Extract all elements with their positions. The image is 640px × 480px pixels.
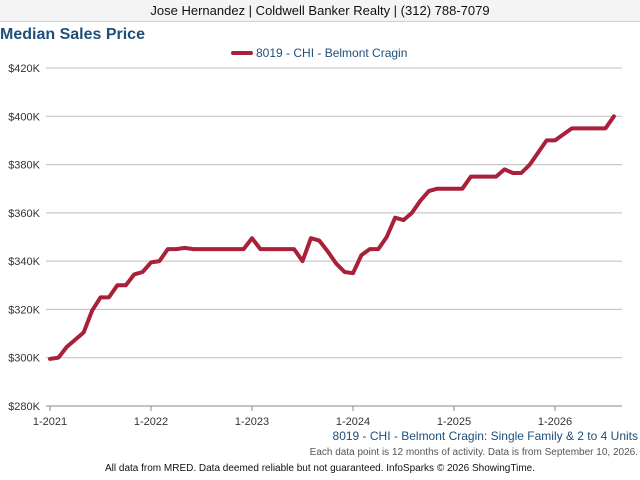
page-title: Median Sales Price — [0, 26, 145, 43]
x-tick-label: 1-2024 — [336, 416, 370, 428]
data-point — [411, 212, 413, 214]
data-point — [486, 175, 489, 178]
data-point — [225, 248, 228, 250]
x-tick-label: 1-2026 — [538, 416, 572, 428]
data-point — [360, 254, 363, 256]
legend-label: 8019 - CHI - Belmont Cragin — [256, 46, 407, 60]
data-point — [49, 358, 51, 360]
x-tick-label: 1-2022 — [134, 416, 168, 428]
data-point — [301, 260, 304, 262]
data-point — [200, 248, 203, 250]
data-point — [74, 338, 77, 341]
y-tick-label: $380K — [8, 160, 40, 172]
data-point — [268, 248, 270, 250]
median-price-chart: $280K $300K $320K $340K $360K $380K $400K $420K… — [8, 46, 638, 458]
data-point — [352, 272, 354, 275]
data-point — [470, 175, 472, 178]
data-point — [99, 296, 102, 299]
data-point — [82, 331, 85, 334]
data-point — [284, 248, 287, 250]
data-point — [124, 284, 127, 287]
data-point — [394, 216, 396, 219]
data-point — [377, 248, 380, 250]
data-point — [91, 309, 93, 312]
x-tick-label: 1-2025 — [437, 416, 471, 428]
data-point — [579, 127, 582, 130]
y-tick-label: $280K — [8, 401, 40, 413]
y-tick-label: $320K — [8, 304, 40, 316]
data-point — [402, 219, 405, 221]
data-point — [520, 172, 523, 174]
data-point — [326, 250, 329, 253]
data-point — [587, 127, 590, 130]
data-point — [175, 248, 178, 250]
data-point — [141, 271, 144, 273]
data-point — [537, 151, 539, 154]
data-point — [478, 175, 481, 178]
data-point — [57, 356, 60, 359]
series-layer — [48, 114, 616, 361]
data-point — [259, 248, 262, 250]
data-point — [66, 346, 68, 348]
x-axis-ticks: 1-2021 1-2022 1-2023 1-2024 1-2025 1-2026 — [33, 406, 572, 428]
data-point — [545, 139, 548, 142]
data-point — [613, 115, 615, 118]
data-point — [183, 247, 186, 249]
data-point — [167, 248, 169, 250]
data-point — [343, 271, 346, 273]
data-point — [242, 248, 245, 250]
data-point — [369, 248, 371, 250]
data-point — [444, 187, 447, 190]
data-point — [150, 261, 152, 264]
data-point — [335, 262, 337, 265]
data-point — [495, 175, 497, 178]
data-point — [217, 248, 220, 250]
data-point — [116, 284, 119, 287]
y-axis-ticks: $280K $300K $320K $340K $360K $380K $400K $420K — [8, 63, 40, 413]
data-point — [385, 236, 388, 238]
data-point — [554, 139, 556, 142]
agent-header: Jose Hernandez | Coldwell Banker Realty … — [0, 0, 640, 22]
data-point — [604, 127, 607, 130]
data-point — [293, 248, 295, 250]
data-point — [571, 127, 573, 130]
y-tick-label: $400K — [8, 111, 40, 123]
data-point — [436, 187, 438, 190]
y-tick-label: $300K — [8, 353, 40, 365]
disclaimer: All data from MRED. Data deemed reliable… — [104, 463, 535, 474]
data-point — [596, 127, 598, 130]
data-point — [419, 199, 422, 202]
agent-contact-line: Jose Hernandez | Coldwell Banker Realty … — [150, 3, 490, 18]
data-point — [461, 187, 464, 190]
data-point — [133, 273, 135, 276]
data-point — [503, 168, 506, 171]
y-tick-label: $340K — [8, 256, 40, 268]
legend: 8019 - CHI - Belmont Cragin — [231, 46, 407, 60]
x-tick-label: 1-2021 — [33, 416, 67, 428]
gridlines — [46, 67, 622, 407]
data-note: Each data point is 12 months of activity… — [310, 447, 638, 458]
y-tick-label: $420K — [8, 63, 40, 75]
data-point — [453, 187, 455, 190]
data-point — [528, 163, 531, 166]
data-point — [310, 237, 312, 240]
series-caption: 8019 - CHI - Belmont Cragin: Single Fami… — [333, 429, 638, 443]
data-point — [108, 296, 110, 299]
data-point — [192, 248, 194, 250]
data-point — [234, 248, 236, 250]
data-point — [318, 239, 321, 242]
series-line — [48, 114, 616, 361]
data-point — [158, 260, 161, 262]
data-point — [512, 172, 514, 174]
data-point — [209, 248, 211, 250]
data-point — [427, 190, 430, 192]
data-point — [251, 237, 253, 240]
y-tick-label: $360K — [8, 208, 40, 220]
data-point — [562, 133, 565, 136]
data-point — [276, 248, 279, 250]
x-tick-label: 1-2023 — [235, 416, 269, 428]
